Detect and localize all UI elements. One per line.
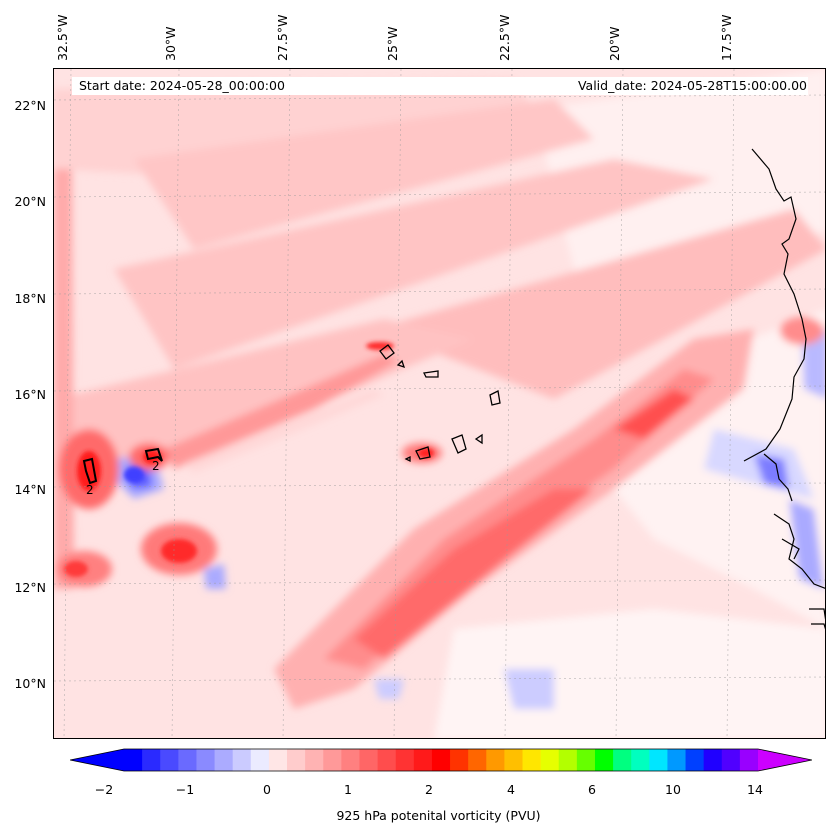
colorbar-swatch [124,749,143,771]
contour-2-pvu [82,447,163,485]
cbar-tick-minus-1: −1 [175,782,195,797]
colorbar-swatch [287,749,306,771]
colorbar-swatch [395,749,415,771]
cbar-tick-14: 14 [747,782,763,797]
cbar-tick-4: 4 [507,782,515,797]
colorbar-swatch [431,749,451,771]
colorbar-swatch [667,749,687,771]
lon-label-27-5w: 27.5°W [275,14,290,61]
colorbar-swatch [631,749,650,771]
colorbar-swatch [250,749,270,771]
start-date-label: Start date: 2024-05-28_00:00:00 [79,78,285,93]
colorbar-swatch [576,749,596,771]
colorbar-swatch [160,749,179,771]
lon-label-25w: 25°W [385,26,400,61]
colorbar-swatch [323,749,342,771]
cbar-tick-2: 2 [425,782,433,797]
lat-label-22n: 22°N [14,98,46,113]
colorbar-swatch [486,749,505,771]
colorbar-extend-high [758,749,812,771]
colorbar-outline [70,748,812,772]
lat-label-12n: 12°N [14,580,46,595]
colorbar-swatch [594,749,614,771]
colorbar-swatch [413,749,433,771]
valid-date-label: Valid_date: 2024-05-28T15:00:00.00 [577,78,807,93]
pv-field-shading [54,69,825,738]
lat-label-14n: 14°N [14,482,46,497]
lon-label-17-5w: 17.5°W [719,14,734,61]
cbar-tick-1: 1 [344,782,352,797]
lat-label-16n: 16°N [14,387,46,402]
graticule [54,69,825,738]
colorbar-swatch [721,749,741,771]
colorbar-swatch [142,749,161,771]
lon-label-32-5w: 32.5°W [55,14,70,61]
colorbar-extend-low [70,749,124,771]
colorbar-swatch [214,749,234,771]
colorbar-swatch [540,749,560,771]
lat-label-10n: 10°N [14,676,46,691]
colorbar-swatch [613,749,632,771]
colorbar-swatch [305,749,324,771]
lat-label-20n: 20°N [14,194,46,209]
cbar-tick-10: 10 [665,782,681,797]
islands [379,344,501,463]
cbar-tick-6: 6 [588,782,596,797]
info-box [72,77,808,95]
lon-label-30w: 30°W [163,26,178,61]
coastlines [743,148,825,630]
colorbar-swatch [739,749,759,771]
lon-label-22-5w: 22.5°W [497,14,512,61]
colorbar-swatch [232,749,252,771]
colorbar-title: 925 hPa potenital vorticity (PVU) [336,808,541,823]
map-canvas [54,69,825,738]
cbar-tick-0: 0 [263,782,271,797]
colorbar-swatch [196,749,216,771]
cbar-tick-minus-2: −2 [94,782,114,797]
lon-label-20w: 20°W [607,26,622,61]
colorbar-swatch [649,749,669,771]
colorbar-swatch [268,749,288,771]
colorbar-swatch [558,749,578,771]
colorbar-swatch [504,749,524,771]
colorbar-swatch [703,749,723,771]
colorbar-swatch [468,749,487,771]
colorbar-swatch [359,749,379,771]
colorbar-swatch [341,749,361,771]
colorbar-swatch [450,749,469,771]
colorbar [70,748,812,772]
contour-label-right: 2 [152,459,160,473]
colorbar-swatch [685,749,705,771]
contour-label-left: 2 [86,483,94,497]
colorbar-swatch [377,749,397,771]
colorbar-swatch [178,749,198,771]
map-panel[interactable]: 2 2 [53,68,826,739]
colorbar-swatch [522,749,542,771]
lat-label-18n: 18°N [14,291,46,306]
